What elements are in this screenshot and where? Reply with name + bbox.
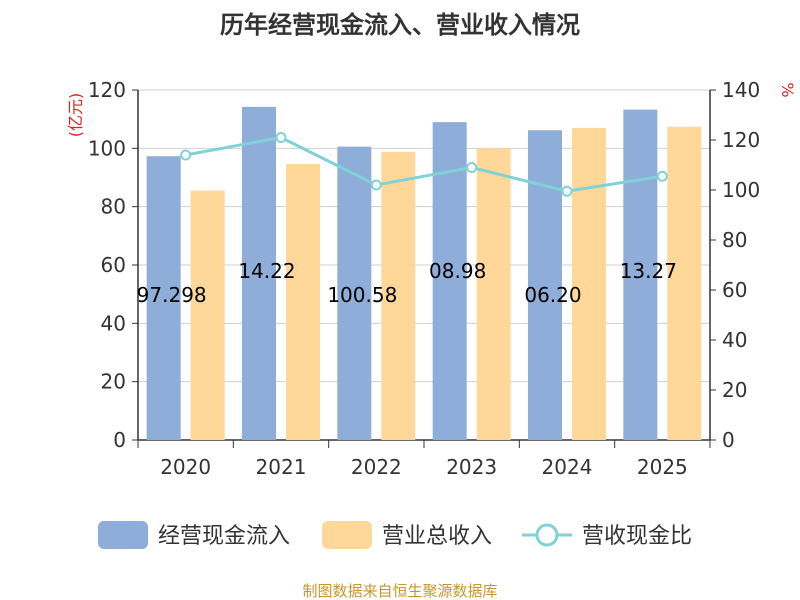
bar-revenue [286,164,320,441]
legend-swatch-ratio-marker [535,523,559,547]
y-tick-label: 60 [101,253,126,277]
ratio-point [466,162,478,173]
data-label-cash-inflow: 100.58 [327,283,397,307]
x-tick-label: 2020 [160,455,211,479]
legend-swatch-cash-inflow [98,521,148,549]
y-tick-label: 20 [101,370,126,394]
bar-revenue [667,126,702,440]
y2-tick-label: 60 [722,278,747,302]
ratio-point [561,185,573,197]
ratio-point [180,149,192,161]
legend-item-revenue[interactable]: 营业总收入 [322,521,492,549]
bar-revenue [190,190,225,440]
ratio-point [656,170,668,182]
x-tick-label: 2024 [542,455,593,479]
y-tick-label: 100 [88,136,126,160]
legend-item-cash-inflow[interactable]: 经营现金流入 [98,521,290,549]
legend: 经营现金流入 营业总收入 营收现金比 [98,521,692,549]
y2-tick-label: 120 [722,128,760,152]
legend-label-revenue: 营业总收入 [382,524,492,549]
y2-tick-label: 0 [722,428,735,452]
x-tick-label: 2022 [351,455,402,479]
source-note: 制图数据来自恒生聚源数据库 [302,582,497,600]
grid [138,89,710,441]
bar-revenue [381,151,416,441]
y-axis-label: (亿元) [66,93,85,138]
ratio-line [180,132,668,197]
ratio-polyline [185,135,663,193]
legend-label-ratio: 营收现金比 [582,524,692,549]
chart-title: 历年经营现金流入、营业收入情况 [220,11,580,39]
bar-cash-inflow [146,156,181,440]
legend-swatch-revenue [322,521,372,549]
y-tick-label: 40 [101,311,126,335]
y-tick-label: 120 [88,78,126,102]
bar-revenue [572,127,606,441]
ratio-point [275,132,287,143]
ratio-point [370,179,382,191]
bar-cash-inflow [623,109,658,441]
bar-cash-inflow [242,106,276,440]
bars [146,106,702,441]
data-label-cash-inflow: 06.20 [524,283,581,307]
y2-tick-label: 20 [722,378,747,402]
axes: 0 20 40 60 80 100 120 0 20 40 60 80 100 120 140 2020 202… [88,78,760,479]
data-label-cash-inflow: 08.98 [429,259,486,283]
y2-tick-label: 100 [722,178,760,202]
data-label-cash-inflow: 13.27 [620,259,677,283]
y2-tick-label: 80 [722,228,747,252]
data-label-cash-inflow: 14.22 [238,259,295,283]
y2-axis-label: % [778,82,797,97]
y-tick-label: 0 [113,428,126,452]
x-tick-label: 2021 [256,455,307,479]
data-label-cash-inflow: 97.298 [137,283,207,307]
y-tick-label: 80 [101,195,126,219]
y2-tick-label: 140 [722,78,760,102]
data-labels: 97.298 14.22 100.58 08.98 06.20 13.27 [137,259,677,307]
legend-item-ratio[interactable]: 营收现金比 [522,523,692,549]
x-tick-label: 2023 [446,455,497,479]
y2-tick-label: 40 [722,328,747,352]
legend-label-cash-inflow: 经营现金流入 [158,524,290,549]
bar-revenue [476,148,511,441]
bar-cash-inflow [337,146,372,440]
x-tick-label: 2025 [637,455,688,479]
